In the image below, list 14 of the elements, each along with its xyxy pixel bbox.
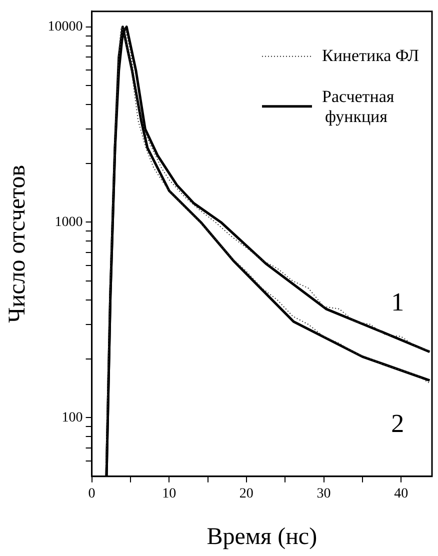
x-tick-label: 40	[394, 486, 408, 502]
x-tick-label: 10	[162, 486, 176, 502]
x-tick-label: 20	[239, 486, 254, 502]
y-tick-label: 100	[62, 410, 83, 426]
annotation: 1	[391, 288, 404, 317]
legend-label: Кинетика ФЛ	[322, 46, 420, 65]
x-tick-label: 30	[316, 486, 331, 502]
y-tick-label: 10000	[48, 20, 83, 35]
y-axis-title: Число отсчетов	[4, 164, 31, 323]
legend-label: Расчетная функция	[322, 86, 394, 126]
x-axis-title: Время (нс)	[206, 524, 318, 550]
x-tick-label: 0	[88, 486, 96, 502]
annotation: 2	[391, 409, 404, 438]
y-tick-label: 1000	[54, 214, 83, 230]
